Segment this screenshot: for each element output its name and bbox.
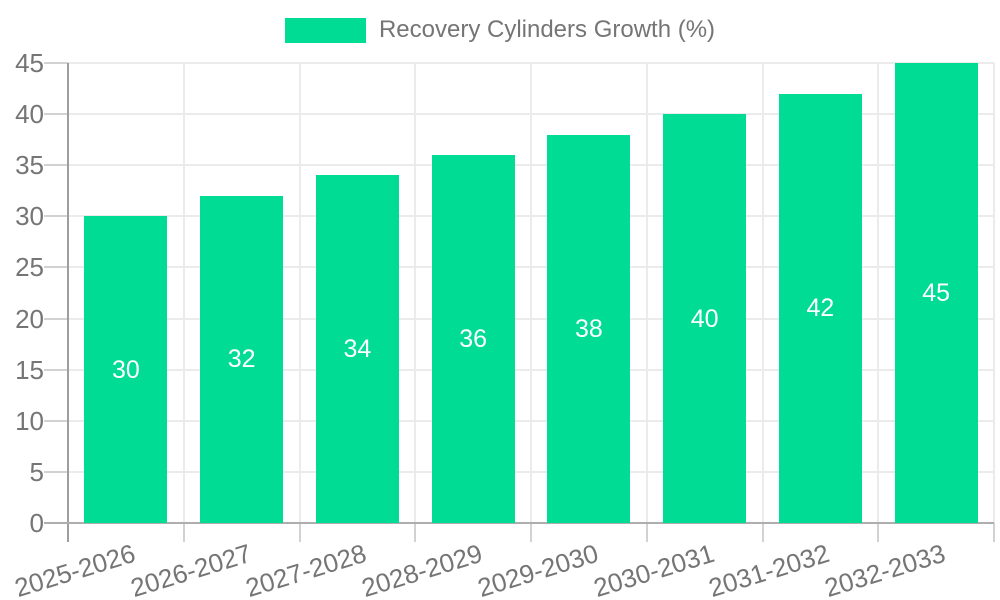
y-tick-label: 45 [15,48,44,78]
y-tick-label: 40 [15,99,44,130]
y-tick-label: 5 [29,456,44,487]
x-axis-tick [530,523,532,542]
y-axis-tick [44,266,68,269]
x-axis-tick [645,523,648,542]
bar-value-label: 36 [459,325,488,353]
bar-value-label: 42 [806,294,835,323]
bar[interactable] [894,63,978,523]
bar[interactable] [778,93,862,523]
bar-value-label: 40 [690,304,719,333]
v-gridline [761,63,764,523]
v-gridline [993,63,995,523]
y-axis-line [67,63,69,542]
x-axis-tick [993,523,995,542]
y-axis-tick [44,62,68,64]
y-tick-label: 20 [15,303,44,334]
bar[interactable] [84,216,168,523]
bar-value-label: 45 [922,279,951,307]
x-axis-tick [414,523,417,542]
bar-value-label: 30 [111,355,140,384]
y-tick-label: 35 [15,150,44,181]
legend-swatch [284,17,366,43]
y-axis-tick [44,470,68,473]
y-tick-label: 25 [15,252,44,283]
y-tick-label: 10 [15,405,44,436]
bar-value-label: 38 [574,314,603,343]
y-tick-label: 15 [15,354,44,385]
x-axis-line [44,522,994,524]
bar[interactable] [315,175,399,523]
y-axis-tick [44,368,68,371]
bar[interactable] [431,155,515,523]
bar[interactable] [547,134,631,523]
legend[interactable]: Recovery Cylinders Growth (%) [0,16,1000,44]
x-axis-tick [877,523,880,542]
bar[interactable] [663,114,747,523]
bar-value-label: 34 [343,335,372,364]
v-gridline [645,63,648,523]
y-axis-tick [44,164,68,167]
y-axis-tick [44,113,68,116]
y-axis-tick [44,419,68,422]
v-gridline [530,63,532,523]
y-tick-label: 30 [15,201,44,232]
x-axis-tick [182,523,185,542]
v-gridline [298,63,301,523]
v-gridline [414,63,417,523]
v-gridline [877,63,880,523]
y-tick-label: 0 [29,508,44,538]
v-gridline [182,63,185,523]
legend-label: Recovery Cylinders Growth (%) [378,16,716,43]
bar-value-label: 32 [227,345,256,374]
x-axis-tick [298,523,301,542]
x-axis-tick [761,523,764,542]
y-axis-tick [44,317,68,320]
bar[interactable] [200,195,284,523]
y-axis-tick [44,215,68,218]
